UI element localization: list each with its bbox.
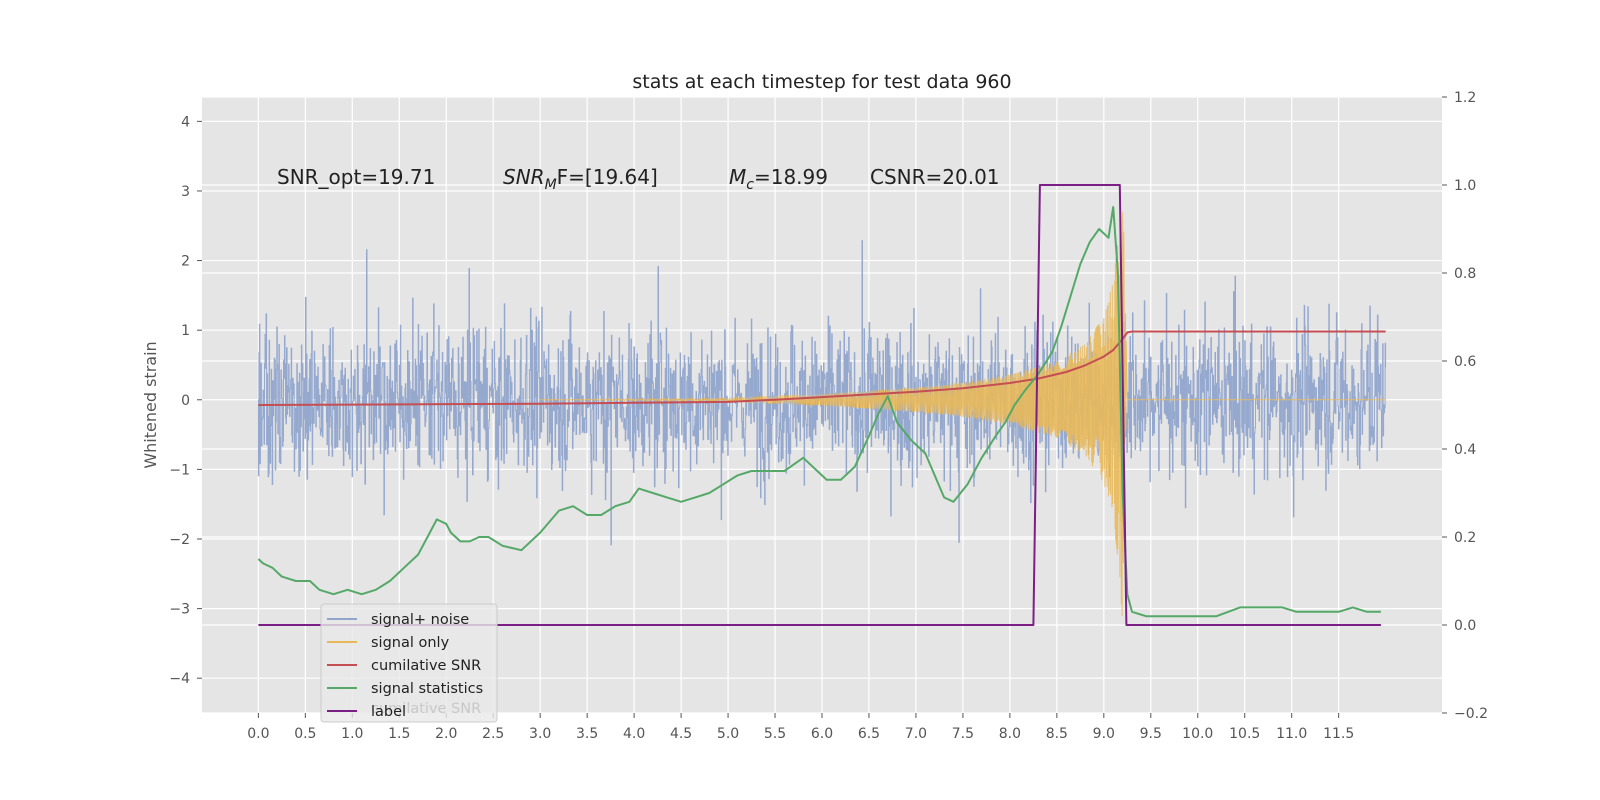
y-tick-label: −3 <box>169 602 190 618</box>
x-tick-label: 7.5 <box>952 726 974 742</box>
mc-annotation: Mc=18.99 <box>729 165 828 193</box>
legend-label: signal+ noise <box>371 612 469 628</box>
x-tick-label: 5.5 <box>764 726 786 742</box>
x-tick-label: 1.0 <box>341 726 363 742</box>
y-tick-label: 1 <box>181 323 190 339</box>
y2-tick-label: 0.2 <box>1454 530 1476 546</box>
y2-tick-label: 0.8 <box>1454 266 1476 282</box>
legend-label: cumilative SNR <box>371 658 481 674</box>
y-tick-label: −4 <box>169 671 190 687</box>
mc-sub: c <box>746 177 754 193</box>
y2-tick-label: 0.4 <box>1454 442 1476 458</box>
legend-label: label <box>371 704 406 720</box>
x-tick-label: 4.5 <box>670 726 692 742</box>
x-tick-label: 8.0 <box>999 726 1021 742</box>
snr-mf-annotation: SNRMF=[19.64] <box>503 165 658 193</box>
signal-only-series <box>540 212 1386 617</box>
y-tick-label: 0 <box>181 393 190 409</box>
x-tick-label: 11.0 <box>1276 726 1307 742</box>
signal-plus-noise-series <box>257 240 1387 546</box>
x-tick-label: 10.5 <box>1229 726 1260 742</box>
y2-tick-label: 0.0 <box>1454 618 1476 634</box>
label-line <box>258 184 1381 626</box>
annotations: SNR_opt=19.71 SNRMF=[19.64] Mc=18.99 CSN… <box>277 165 1000 193</box>
x-tick-label: 0.5 <box>294 726 316 742</box>
axis-ticks: 0.0 0.5 1.0 1.5 2.0 2.5 3.0 3.5 4.0 4.5 5.0 5.5 6.0 6… <box>169 90 1488 742</box>
snr-mf-sub: M <box>545 177 557 193</box>
snr-mf-rest: F=[19.64] <box>557 165 658 189</box>
csnr-annotation: CSNR=20.01 <box>870 165 1000 189</box>
y-tick-label: −1 <box>169 462 190 478</box>
x-tick-label: 6.0 <box>811 726 833 742</box>
x-tick-label: 3.0 <box>529 726 551 742</box>
x-tick-label: 8.5 <box>1046 726 1068 742</box>
y2-tick-label: 0.6 <box>1454 354 1476 370</box>
y2-tick-label: 1.2 <box>1454 90 1476 106</box>
mc-rest: =18.99 <box>754 165 828 189</box>
chart-title: stats at each timestep for test data 960 <box>632 71 1011 93</box>
snr-mf-main: SNR <box>503 165 545 189</box>
y2-tick-label: 1.0 <box>1454 178 1476 194</box>
x-tick-label: 6.5 <box>858 726 880 742</box>
x-tick-label: 1.5 <box>388 726 410 742</box>
grid <box>202 96 1442 714</box>
y-tick-label: −2 <box>169 532 190 548</box>
x-tick-label: 5.0 <box>717 726 739 742</box>
x-tick-label: 0.0 <box>247 726 269 742</box>
mc-main: M <box>729 165 746 189</box>
signal-plus-noise-line <box>257 240 1387 546</box>
legend-label: signal only <box>371 635 450 651</box>
x-tick-label: 9.5 <box>1140 726 1162 742</box>
x-tick-label: 9.0 <box>1093 726 1115 742</box>
signal-only-line <box>540 212 1386 617</box>
y2-tick-label: −0.2 <box>1454 706 1488 722</box>
x-tick-label: 4.0 <box>623 726 645 742</box>
x-tick-label: 3.5 <box>576 726 598 742</box>
x-tick-label: 11.5 <box>1323 726 1354 742</box>
y-tick-label: 2 <box>181 254 190 270</box>
x-tick-label: 2.0 <box>435 726 457 742</box>
y-tick-label: 3 <box>181 184 190 200</box>
legend-box <box>320 603 498 723</box>
signal-statistics-line <box>257 206 1381 618</box>
legend-ghost-text: cumilative SNR <box>371 701 481 717</box>
x-tick-label: 7.0 <box>905 726 927 742</box>
y-tick-label: 4 <box>181 114 190 130</box>
snr-opt-annotation: SNR_opt=19.71 <box>277 165 435 189</box>
series-lines <box>257 184 1386 626</box>
legend-entries: signal+ noise signal only cumilative SNR si… <box>327 612 483 720</box>
legend-label: signal statistics <box>371 681 483 697</box>
x-tick-label: 2.5 <box>482 726 504 742</box>
legend: cumilative SNR signal+ noise signal only c… <box>320 603 498 723</box>
x-tick-label: 10.0 <box>1182 726 1213 742</box>
y-axis-label: Whitened strain <box>141 341 160 468</box>
